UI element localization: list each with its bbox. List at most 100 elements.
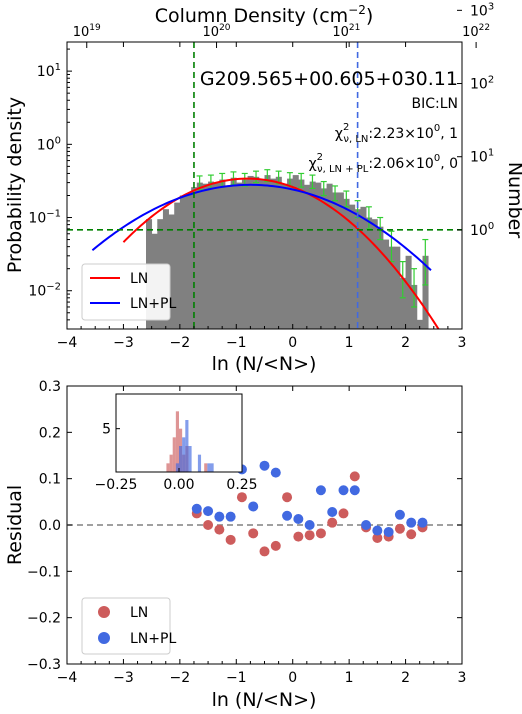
- residual-point-ln-pl: [327, 507, 338, 518]
- x-tick-label: 1: [345, 670, 354, 686]
- residual-point-ln: [236, 492, 247, 503]
- residual-point-ln-pl: [361, 520, 372, 530]
- residual-point-ln: [406, 529, 417, 540]
- residual-point-ln-pl: [417, 517, 428, 528]
- x-tick-label: −1: [226, 670, 247, 686]
- inset-x-tick-label: −0.25: [95, 477, 138, 493]
- histogram-bar: [219, 179, 226, 329]
- bic-annotation: BIC:LN: [412, 96, 459, 112]
- top-y-axis-label: Probability density: [4, 97, 26, 273]
- residual-point-ln: [394, 523, 405, 534]
- histogram-bar: [337, 192, 344, 329]
- x-tick-label: −3: [113, 670, 134, 686]
- histogram-bar: [191, 187, 198, 329]
- inset-bar-ln-pl: [185, 420, 189, 472]
- inset-histogram: −0.25 0.00 0.25 5: [95, 393, 258, 493]
- residual-point-ln: [282, 492, 293, 503]
- residual-point-ln: [248, 528, 259, 539]
- histogram-bar: [213, 182, 220, 329]
- inset-y-tick-label: 5: [102, 422, 111, 438]
- x-tick-label: −4: [57, 670, 78, 686]
- right-y-tick-label: 102: [470, 75, 494, 93]
- bottom-x-ticks: −4 −3 −2 −1 0 1 2 3: [57, 386, 467, 686]
- inset-x-tick-label: 0.00: [163, 477, 194, 493]
- histogram-bar: [253, 176, 260, 329]
- fit-curves: [91, 177, 440, 329]
- histogram-bar: [292, 175, 299, 329]
- residual-point-ln: [293, 531, 304, 542]
- x-tick-label: 1: [345, 335, 354, 351]
- y-tick-label: 100: [37, 135, 61, 153]
- y-tick-label: 10−1: [28, 209, 61, 227]
- residual-point-ln: [315, 528, 326, 539]
- residual-point-ln-pl: [282, 510, 293, 521]
- x-tick-label: −1: [226, 335, 247, 351]
- histogram-bar: [377, 226, 384, 329]
- residual-point-ln: [327, 517, 338, 528]
- inset-x-tick-label: 0.25: [226, 477, 257, 493]
- inset-bar-ln-pl: [175, 463, 179, 472]
- inset-bar-ln-pl: [210, 463, 214, 472]
- y-tick-label: 0.3: [39, 379, 61, 395]
- legend-ln-label: LN: [130, 271, 148, 287]
- histogram-bar: [208, 181, 215, 329]
- residual-point-ln-pl: [304, 520, 315, 530]
- histogram-bar: [185, 193, 192, 329]
- inset-bar-ln-pl: [207, 463, 211, 472]
- residual-point-ln-pl: [293, 513, 304, 524]
- histogram-bar: [343, 198, 350, 329]
- histogram-bar: [270, 178, 277, 329]
- bottom-y-ticks: −0.3 −0.2 −0.1 0.0 0.1 0.2 0.3: [27, 379, 462, 673]
- x-tick-label: 0: [288, 335, 297, 351]
- histogram-bar: [326, 183, 333, 329]
- right-y-tick-label: 103: [470, 1, 494, 19]
- histogram-bar: [258, 179, 265, 329]
- histogram-bar: [298, 179, 305, 329]
- inset-bars: [166, 411, 214, 472]
- residual-point-ln-pl: [191, 503, 202, 514]
- bottom-legend: LN LN+PL: [81, 597, 176, 655]
- top-legend: LN LN+PL: [81, 263, 176, 321]
- secondary-x-tick-label: 1022: [462, 23, 490, 40]
- histogram-bar: [275, 176, 282, 329]
- histogram-bar: [416, 319, 423, 329]
- y-tick-label: −0.3: [27, 657, 61, 673]
- residual-point-ln: [203, 520, 214, 530]
- residual-point-ln-pl: [338, 485, 349, 496]
- legend-lnpl-label-bottom: LN+PL: [130, 631, 176, 647]
- histogram-bar: [230, 177, 237, 329]
- x-tick-label: −2: [170, 670, 191, 686]
- histogram-bar: [179, 195, 186, 329]
- inset-bar-ln: [172, 437, 176, 472]
- legend-ln-marker: [98, 606, 110, 618]
- top-secondary-x-ticks: 1019 1020 1021 1022: [73, 23, 490, 48]
- top-x-ticks: −4 −3 −2 −1 0 1 2 3: [57, 42, 466, 351]
- inset-bar-ln: [204, 463, 208, 472]
- residual-point-ln: [225, 534, 236, 545]
- y-tick-label: 10−2: [28, 282, 61, 300]
- bottom-x-axis-label: ln (N/<N>): [212, 689, 317, 711]
- residual-point-ln: [372, 532, 383, 543]
- chi-ln-annotation: χ2 ν, LN:2.23×100, 1: [335, 122, 458, 145]
- histogram-bar: [202, 183, 209, 329]
- top-right-y-axis-label: Number: [504, 162, 522, 239]
- top-secondary-x-axis-label: Column Density (cm−2): [155, 3, 374, 27]
- histogram-bar: [394, 246, 401, 329]
- histogram-bar: [168, 214, 175, 329]
- inset-bar-ln: [166, 463, 170, 472]
- histogram-bar: [399, 277, 406, 329]
- inset-bar-ln: [169, 454, 173, 472]
- histogram-bar: [405, 255, 412, 329]
- x-tick-label: 3: [458, 670, 467, 686]
- histogram-bar: [196, 182, 203, 329]
- x-tick-label: −4: [57, 335, 78, 351]
- histogram-bar: [304, 184, 311, 329]
- histogram-bar: [225, 185, 232, 329]
- y-tick-label: 0.2: [39, 425, 61, 441]
- residual-point-ln-pl: [394, 509, 405, 520]
- residual-point-ln-pl: [259, 460, 270, 471]
- residual-point-ln-pl: [383, 526, 394, 537]
- right-y-tick-label: 100: [470, 221, 494, 239]
- residual-point-ln-pl: [372, 525, 383, 536]
